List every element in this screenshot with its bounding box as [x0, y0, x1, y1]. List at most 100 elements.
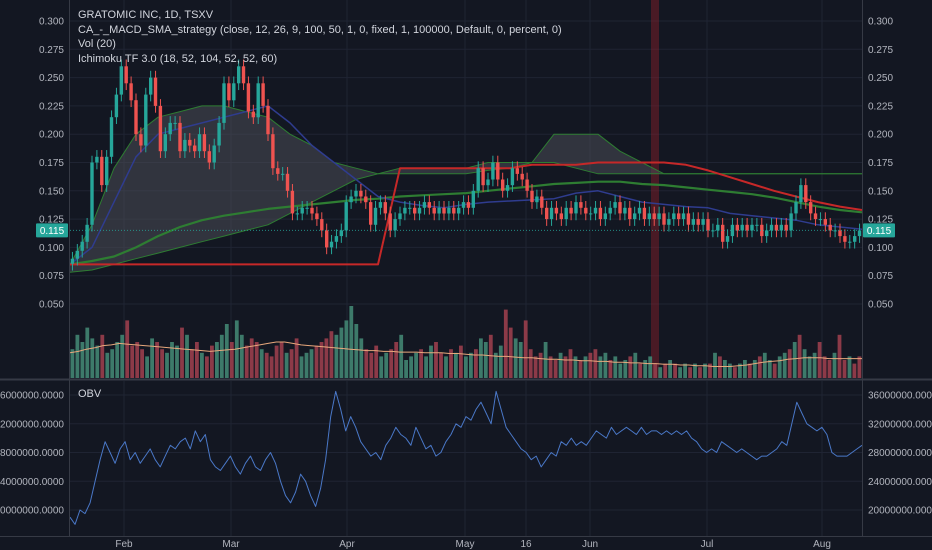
time-tick-label: Jun — [582, 539, 598, 550]
candle-body — [598, 207, 603, 220]
obv-tick-label-left: 28000000.0000 — [0, 448, 64, 459]
volume-bar — [389, 349, 394, 378]
volume-bar — [115, 342, 120, 378]
volume-bar — [454, 352, 458, 378]
volume-bar — [125, 320, 130, 378]
volume-bar — [558, 352, 563, 378]
volume-bar — [807, 356, 812, 378]
price-tick-label-right: 0.300 — [868, 17, 893, 28]
candle-body — [207, 151, 211, 163]
obv-label[interactable]: OBV — [78, 388, 102, 400]
candle-body — [202, 134, 207, 152]
last-price-tag-left-text: 0.115 — [40, 226, 65, 237]
highlight-band — [651, 0, 659, 378]
volume-bar — [618, 363, 623, 378]
volume-bar — [379, 356, 384, 378]
volume-bar — [195, 342, 199, 378]
candle-body — [139, 134, 143, 146]
candle-body — [442, 207, 446, 214]
obv-tick-label-right: 32000000.0000 — [868, 419, 932, 430]
volume-bar — [269, 356, 274, 378]
candle-body — [540, 196, 544, 208]
volume-bar — [185, 334, 189, 378]
candle-body — [818, 219, 823, 221]
candle-body — [496, 162, 500, 180]
price-tick-label-left: 0.100 — [39, 243, 64, 254]
candle-body — [672, 213, 676, 220]
price-tick-label-left: 0.300 — [39, 17, 64, 28]
candle-body — [178, 122, 182, 152]
candle-body — [637, 207, 642, 214]
volume-bar — [100, 334, 105, 378]
volume-bar — [439, 352, 443, 378]
volume-bar — [703, 363, 707, 378]
candle-body — [691, 219, 695, 225]
volume-bar — [503, 309, 508, 378]
price-tick-label-right: 0.125 — [868, 215, 893, 226]
volume-bar — [329, 331, 334, 378]
candle-body — [647, 213, 651, 220]
candle-body — [188, 139, 192, 146]
candle-body — [281, 173, 285, 175]
candle-body — [105, 156, 109, 186]
candle-body — [251, 111, 255, 118]
volume-bar — [364, 349, 369, 378]
last-price-tag-left-bg — [36, 223, 68, 238]
volume-bar — [349, 306, 354, 378]
volume-bar — [683, 363, 687, 378]
volume-bar — [713, 352, 717, 378]
candle-body — [168, 122, 172, 135]
candle-body — [804, 185, 808, 203]
candle-body — [823, 219, 827, 225]
volume-bar — [140, 349, 144, 378]
candle-body — [158, 105, 163, 152]
volume-bar — [688, 367, 692, 378]
volume-bar — [842, 360, 847, 378]
candle-body — [809, 202, 813, 214]
volume-bar — [802, 349, 807, 378]
candle-body — [750, 224, 754, 231]
candle-body — [554, 207, 559, 214]
candle-body — [510, 168, 515, 186]
obv-tick-label-right: 20000000.0000 — [868, 506, 932, 517]
candle-body — [525, 179, 529, 191]
symbol-title[interactable]: GRATOMIC INC, 1D, TSXV — [78, 9, 214, 21]
candle-body — [799, 185, 803, 203]
volume-bar — [668, 360, 672, 378]
volume-bar — [593, 349, 598, 378]
indicator-macd-label[interactable]: CA_-_MACD_SMA_strategy (close, 12, 26, 9… — [78, 23, 562, 36]
volume-bar — [284, 352, 289, 378]
volume-bar — [747, 363, 752, 378]
volume-bar — [95, 345, 100, 378]
candle-body — [124, 66, 128, 84]
volume-bar — [434, 342, 438, 378]
volume-bar — [847, 356, 852, 378]
volume-bar — [90, 338, 95, 378]
indicator-ichimoku-label[interactable]: Ichimoku TF 3.0 (18, 52, 104, 52, 52, 60… — [78, 52, 278, 65]
candle-body — [315, 213, 319, 220]
volume-bar — [613, 356, 618, 378]
candle-body — [95, 156, 99, 163]
volume-bar — [518, 342, 523, 378]
volume-bar — [219, 334, 224, 378]
volume-bar — [812, 352, 817, 378]
candle-body — [334, 236, 339, 242]
price-tick-label-left: 0.250 — [39, 73, 64, 84]
indicator-volume-label[interactable]: Vol (20) — [78, 38, 116, 50]
volume-bar — [533, 356, 538, 378]
volume-bar — [289, 349, 294, 378]
price-tick-label-left: 0.175 — [39, 158, 64, 169]
volume-bar — [718, 356, 722, 378]
volume-bar — [743, 360, 747, 378]
candle-body — [134, 100, 138, 135]
volume-bar — [583, 356, 588, 378]
obv-tick-label-right: 24000000.0000 — [868, 477, 932, 488]
volume-bar — [538, 352, 543, 378]
volume-bar — [244, 345, 249, 378]
volume-bar — [469, 352, 473, 378]
candle-body — [481, 168, 485, 186]
volume-bar — [479, 338, 483, 378]
volume-bar — [429, 345, 433, 378]
